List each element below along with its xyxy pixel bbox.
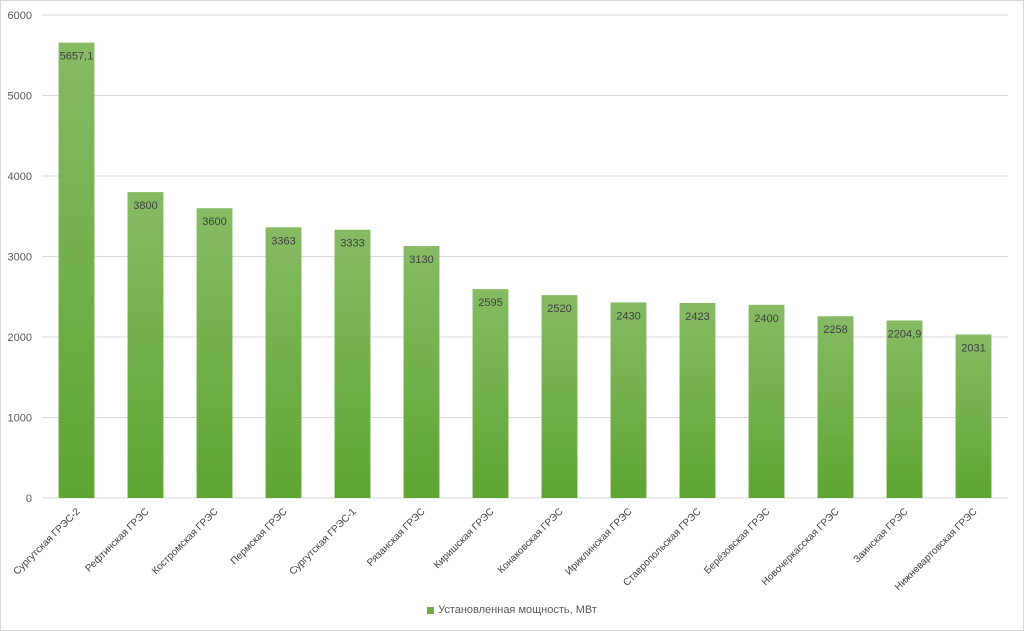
bar [748,304,785,498]
data-label: 2258 [823,324,847,336]
bar [265,227,302,498]
x-category-label: Нижневартовская ГРЭС [893,506,980,593]
bar [541,295,578,498]
x-category-label: Киришская ГРЭС [432,506,497,571]
x-category-label: Ириклинская ГРЭС [563,506,634,577]
legend-swatch [427,606,435,614]
data-label: 2423 [685,311,709,323]
bar [472,289,509,498]
data-label: 2031 [961,343,985,355]
x-category-label: Сургутская ГРЭС-2 [12,506,83,577]
y-tick-label: 2000 [8,332,32,344]
data-label: 3800 [133,200,157,212]
data-labels: 5657,1 3800 3600 3363 3333 3130 2595 2520 2430 24… [60,51,986,355]
data-label: 2204,9 [888,329,922,341]
x-category-label: Заинская ГРЭС [852,506,911,565]
bar [817,316,854,498]
bar-chart: 5657,1 3800 3600 3363 3333 3130 2595 2520 2430 24… [8,10,1008,594]
y-tick-label: 4000 [8,171,32,183]
data-label: 2430 [616,310,640,322]
x-category-label: Рязанская ГРЭС [365,506,427,568]
data-label: 3363 [271,235,295,247]
legend-label: Установленная мощность, МВт [438,604,597,617]
x-category-label: Костромская ГРЭС [150,506,221,577]
bar [58,42,95,498]
y-tick-label: 1000 [8,413,32,425]
gridlines [42,14,1008,499]
data-label: 2400 [754,313,778,325]
x-axis-labels: Сургутская ГРЭС-2 Рефтинская ГРЭСКостромс… [12,506,980,594]
data-label: 5657,1 [60,51,94,63]
x-category-label: Пермская ГРЭС [229,506,290,567]
data-label: 2520 [547,303,571,315]
data-label: 2595 [478,297,502,309]
x-category-label: Берёзовская ГРЭС [702,506,772,576]
data-label: 3130 [409,254,433,266]
data-label: 3600 [202,216,226,228]
y-tick-label: 3000 [8,252,32,264]
y-tick-label: 6000 [8,10,32,22]
y-axis-ticks: 0 1000 2000 3000 4000 5000 6000 [8,10,32,505]
bars [58,42,992,499]
bar [955,334,992,498]
data-label: 3333 [340,238,364,250]
x-category-label: Сургутская ГРЭС-1 [288,506,359,577]
x-category-label: Конаковская ГРЭС [496,506,566,576]
legend: Установленная мощность, МВт [0,604,1024,616]
x-category-label: Рефтинская ГРЭС [83,506,152,575]
bar [403,246,440,498]
bar [610,302,647,498]
bar [127,192,164,498]
y-tick-label: 5000 [8,91,32,103]
x-category-label: Новочеркасская ГРЭС [760,506,842,588]
x-category-label: Ставропольская ГРЭС [621,506,703,588]
bar [196,208,233,498]
bar [679,302,716,498]
bar [886,320,923,498]
bar [334,229,371,499]
y-tick-label: 0 [26,493,32,505]
